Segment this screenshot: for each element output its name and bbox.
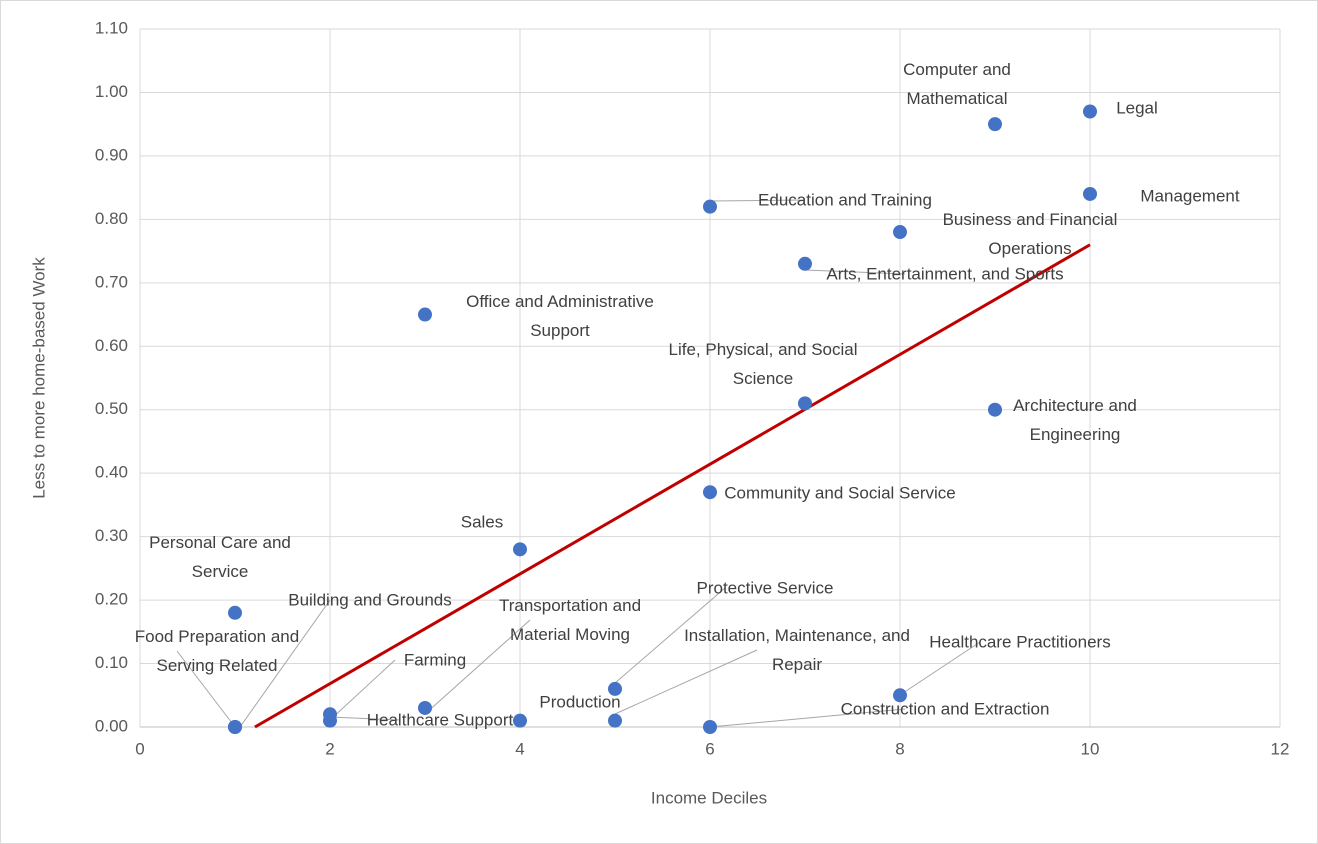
point: [513, 713, 527, 728]
point: [703, 720, 717, 734]
point: [228, 605, 242, 620]
leader-line: [239, 599, 331, 728]
point: [703, 485, 717, 500]
x-tick-label: 8: [895, 739, 904, 758]
y-tick-label: 0.00: [95, 716, 128, 735]
point-label: Transportation and Material Moving: [498, 596, 642, 644]
point-label: Community and Social Service: [724, 483, 956, 503]
point-label: Management: [1140, 186, 1240, 206]
point-label: Computer and Mathematical: [903, 60, 1011, 108]
point: [798, 396, 812, 411]
point-label: Sales: [460, 512, 504, 532]
point-label: Farming: [403, 650, 467, 670]
point-label: Food Preparation and Serving Related: [134, 627, 300, 675]
leader-line: [804, 269, 906, 275]
x-tick-label: 2: [325, 739, 334, 758]
point-label: Business and Financial Operations: [942, 210, 1118, 258]
x-tick-label: 4: [515, 739, 524, 758]
y-tick-label: 0.50: [95, 399, 128, 418]
point-label: Protective Service: [696, 578, 834, 598]
y-tick-label: 0.30: [95, 526, 128, 545]
leader-line: [176, 650, 236, 728]
point-label: Production: [539, 692, 621, 712]
point-label: Legal: [1116, 98, 1158, 118]
point: [418, 307, 432, 322]
point-label: Construction and Extraction: [840, 699, 1050, 719]
point: [798, 256, 812, 271]
point-label: Healthcare Support: [366, 710, 514, 730]
point: [418, 700, 432, 715]
point-label: Architecture and Engineering: [1013, 396, 1137, 444]
point: [1083, 186, 1097, 201]
y-tick-label: 0.90: [95, 145, 128, 164]
x-tick-label: 12: [1271, 739, 1290, 758]
y-tick-label: 0.10: [95, 653, 128, 672]
point: [1083, 104, 1097, 119]
point: [228, 720, 242, 734]
leader-line: [424, 619, 531, 715]
leader-line: [614, 649, 758, 715]
point-label: Building and Grounds: [288, 590, 452, 610]
y-axis-title: Less to more home-based Work: [29, 257, 48, 499]
leader-line: [709, 708, 906, 728]
point: [893, 225, 907, 240]
y-tick-label: 0.40: [95, 463, 128, 482]
y-tick-label: 0.80: [95, 209, 128, 228]
x-tick-label: 10: [1081, 739, 1100, 758]
point-label: Personal Care and Service: [149, 533, 291, 581]
leader-line: [899, 641, 981, 696]
point: [893, 688, 907, 703]
point-label: Healthcare Practitioners: [929, 632, 1111, 652]
point: [988, 402, 1002, 417]
point: [988, 117, 1002, 132]
y-tick-label: 0.70: [95, 272, 128, 291]
point-label: Office and Administrative Support: [466, 292, 654, 340]
y-tick-label: 0.60: [95, 336, 128, 355]
x-axis-title: Income Deciles: [651, 788, 767, 807]
point: [323, 713, 337, 728]
x-tick-label: 0: [135, 739, 144, 758]
point-label: Life, Physical, and Social Science: [668, 340, 858, 388]
y-tick-label: 0.20: [95, 590, 128, 609]
point: [703, 199, 717, 214]
point: [608, 713, 622, 728]
point-label: Education and Training: [758, 190, 932, 210]
point-label: Arts, Entertainment, and Sports: [826, 264, 1064, 284]
point: [608, 681, 622, 696]
leader-line: [329, 659, 396, 721]
trendline: [254, 243, 1091, 729]
leader-line: [709, 199, 806, 202]
leader-line: [329, 716, 401, 721]
point: [513, 542, 527, 557]
y-tick-label: 1.00: [95, 82, 128, 101]
leader-line: [614, 587, 726, 684]
point-label: Installation, Maintenance, and Repair: [684, 626, 910, 674]
x-tick-label: 6: [705, 739, 714, 758]
y-tick-label: 1.10: [95, 18, 128, 37]
